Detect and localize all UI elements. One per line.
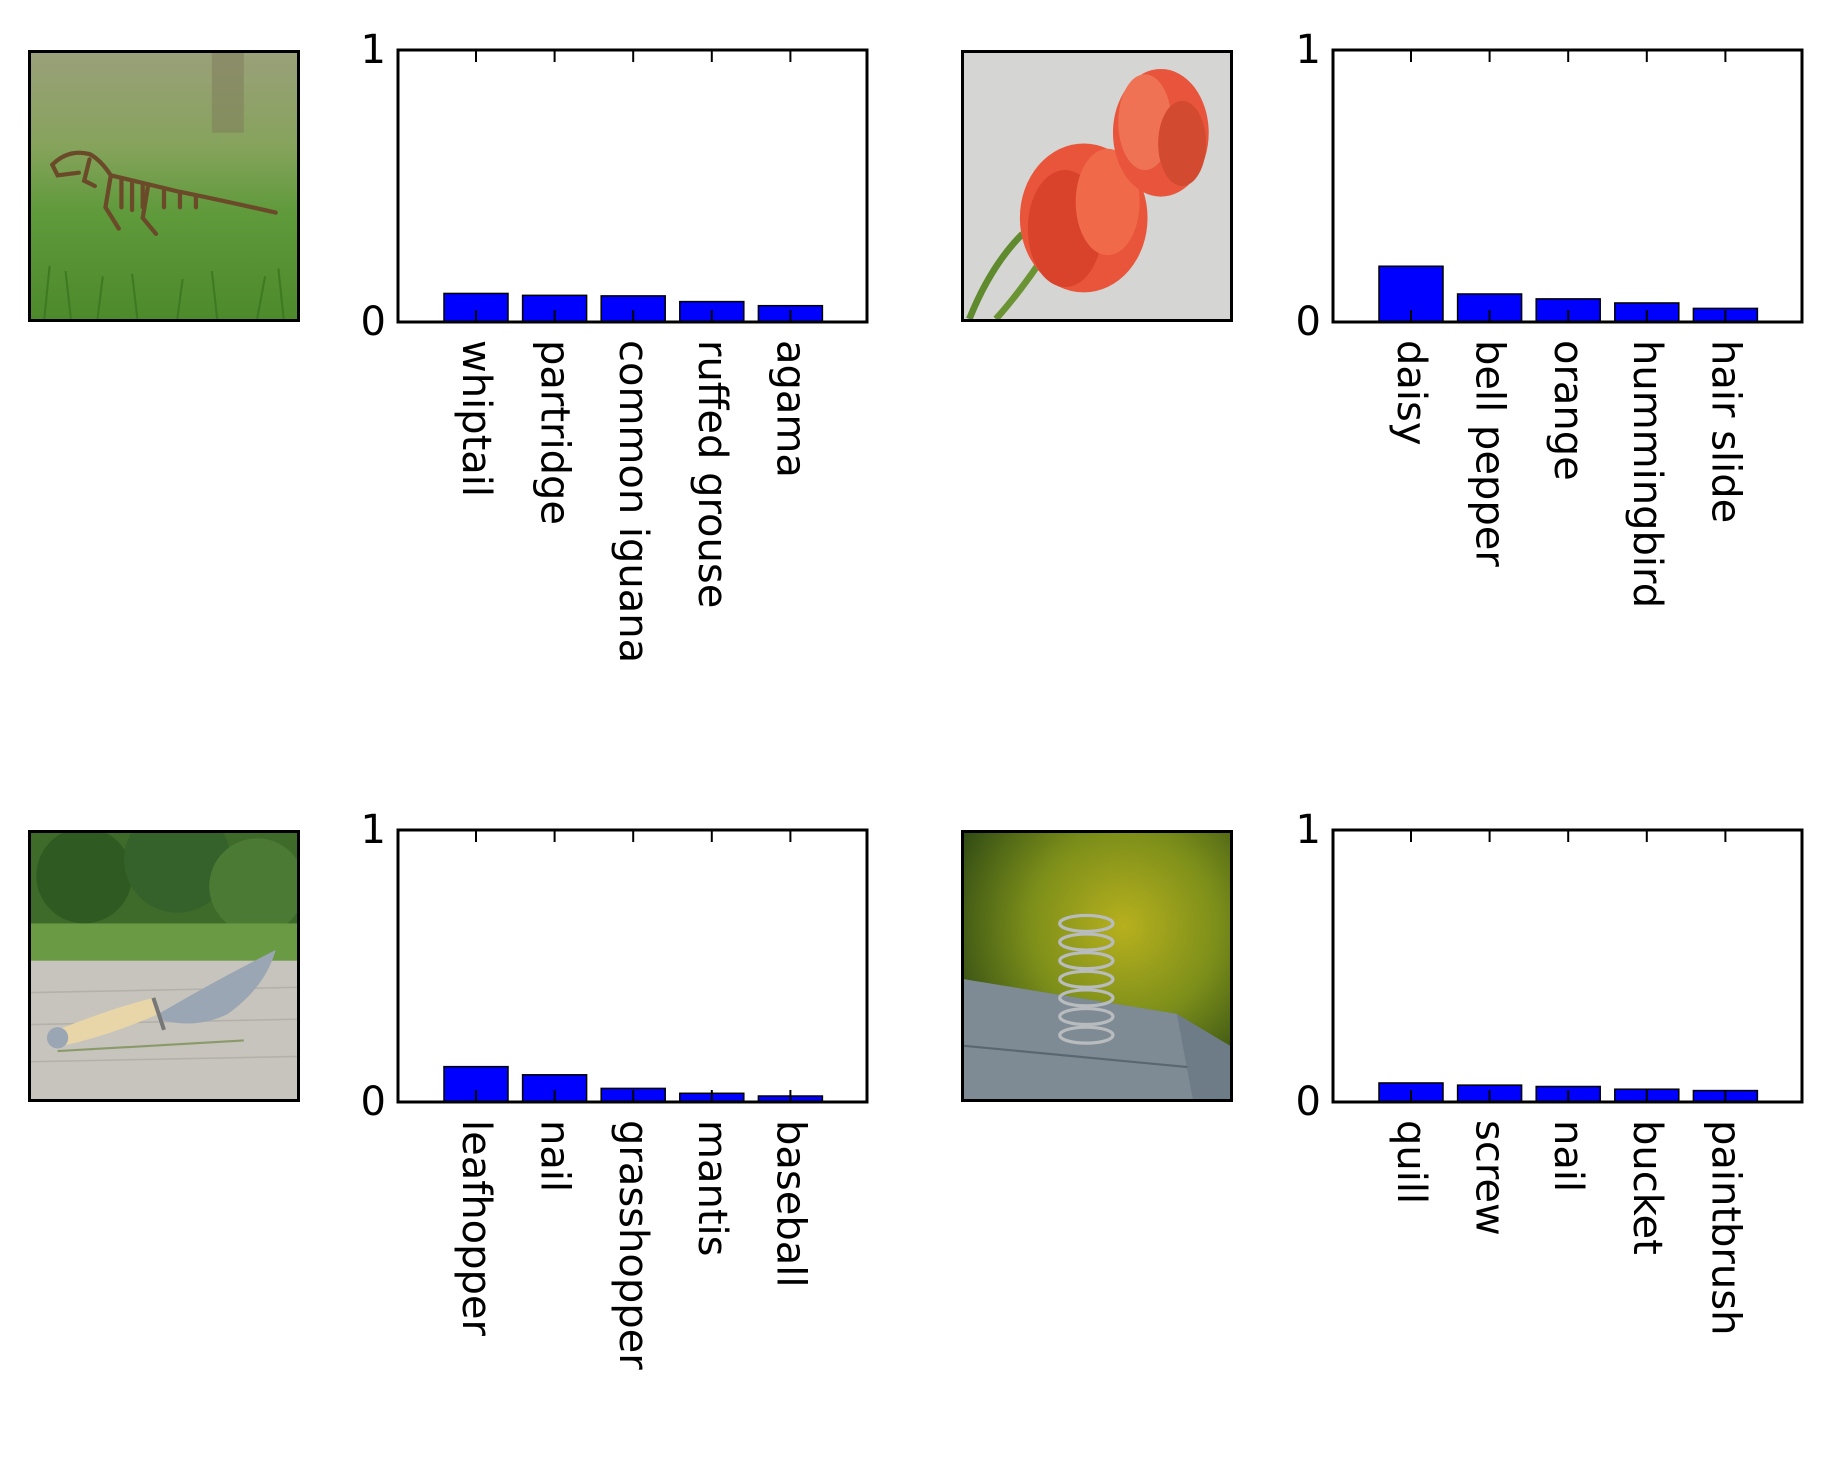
x-tick-label: partridge: [532, 340, 578, 525]
chart-1: whiptail partridge common iguana ruffed gro…: [361, 27, 869, 663]
x-tick-label: daisy: [1388, 340, 1434, 446]
bar-common-iguana: [600, 295, 666, 323]
dinosaur-skeleton-image: [28, 50, 300, 322]
y-tick-label: 1: [361, 27, 386, 73]
tulips-image: [961, 50, 1233, 322]
x-tick-label: leafhopper: [453, 1120, 499, 1337]
x-tick-label: nail: [532, 1120, 578, 1192]
x-tick-label: bucket: [1624, 1120, 1670, 1255]
x-tick-label: screw: [1467, 1120, 1513, 1236]
chart-3: leafhopper nail grasshopper mantis baseball 0…: [361, 807, 869, 1370]
y-tick-label: 1: [361, 807, 386, 853]
x-tick-label: hair slide: [1702, 340, 1748, 523]
x-tick-label: grasshopper: [610, 1120, 656, 1370]
x-tick-label: baseball: [767, 1120, 813, 1287]
x-tick-label: bell pepper: [1467, 340, 1513, 567]
x-tick-label: hummingbird: [1624, 340, 1670, 608]
x-tick-label: common iguana: [610, 340, 656, 663]
chart-2: daisy bell pepper orange hummingbird hair sl…: [1296, 27, 1804, 608]
x-tick-label: paintbrush: [1702, 1120, 1748, 1335]
plot-frame: [1331, 828, 1804, 1104]
y-tick-label: 1: [1296, 27, 1321, 73]
y-tick-label: 0: [361, 1079, 386, 1125]
spring-image: [961, 830, 1233, 1102]
x-tick-label: whiptail: [453, 340, 499, 497]
x-tick-label: agama: [767, 340, 813, 478]
y-tick-label: 0: [1296, 1079, 1321, 1125]
x-tick-label: orange: [1545, 340, 1591, 481]
x-tick-label: mantis: [689, 1120, 735, 1256]
x-tick-label: quill: [1388, 1120, 1434, 1204]
x-tick-label: nail: [1545, 1120, 1591, 1192]
chart-4: quill screw nail bucket paintbrush 0 1: [1296, 807, 1804, 1335]
plot-frame: [396, 828, 869, 1104]
trowel-image: [28, 830, 300, 1102]
y-tick-label: 0: [1296, 299, 1321, 345]
y-tick-label: 0: [361, 299, 386, 345]
y-tick-label: 1: [1296, 807, 1321, 853]
plot-frame: [396, 48, 869, 324]
x-tick-label: ruffed grouse: [689, 340, 735, 608]
